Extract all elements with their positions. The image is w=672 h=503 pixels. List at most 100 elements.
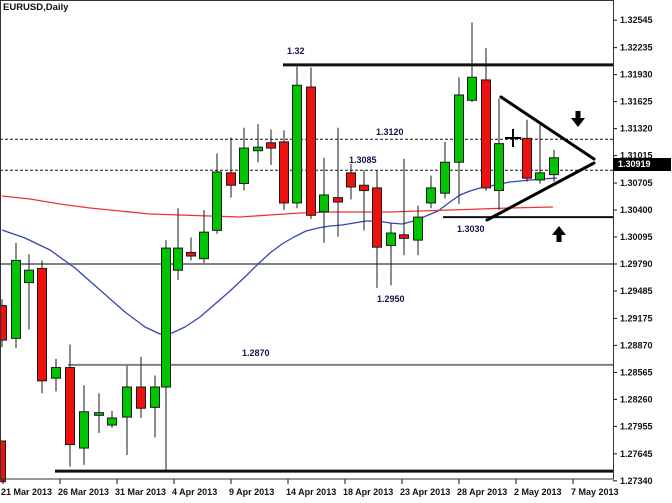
candle-body-bear: [333, 197, 343, 203]
candle-body-bull: [426, 187, 436, 204]
candle-body-bull: [253, 146, 263, 152]
cross-marker[interactable]: [505, 129, 521, 147]
candle: [359, 170, 369, 231]
date-tick-label: 26 Mar 2013: [58, 487, 109, 497]
candle: [24, 254, 34, 330]
candle-body-bear: [136, 386, 146, 409]
price-tick-label: 1.28260: [620, 394, 653, 404]
candle: [65, 344, 75, 467]
candle-body-bull: [199, 231, 209, 260]
candle-body-bear: [65, 367, 75, 446]
candle: [94, 393, 104, 434]
price-tick-label: 1.27340: [620, 476, 653, 486]
triangle-lower[interactable]: [485, 161, 596, 222]
ma-slow-red: [1, 195, 554, 218]
candle-body-bull: [454, 94, 464, 163]
candle: [292, 66, 302, 209]
candle: [306, 67, 316, 219]
candle-body-bull: [535, 172, 545, 181]
candle-body-bear: [481, 79, 491, 189]
candle-body-bull: [173, 247, 183, 271]
candle: [212, 153, 222, 234]
candle-body-bear: [0, 305, 7, 341]
price-tick-label: 1.29485: [620, 286, 653, 296]
level-label-1-3030[interactable]: 1.3030: [457, 224, 485, 234]
candle: [173, 208, 183, 280]
candle-body-bull: [319, 194, 329, 213]
candle-body-bull: [24, 269, 34, 284]
price-tick-label: 1.32235: [620, 43, 653, 53]
plot-border: [0, 0, 614, 480]
price-axis[interactable]: 1.32545 1.32235 1.31930 1.31625 1.31320 1.310…: [613, 15, 653, 486]
candle-body-bear: [266, 142, 276, 149]
candle: [253, 124, 263, 163]
date-tick-label: 18 Apr 2013: [343, 487, 393, 497]
candle: [107, 410, 117, 428]
price-tick-label: 1.31625: [620, 97, 653, 107]
price-tick-label: 1.30095: [620, 232, 653, 242]
level-label-1-2950[interactable]: 1.2950: [377, 294, 405, 304]
candle: [226, 137, 236, 198]
price-tick-label: 1.27645: [620, 449, 653, 459]
candle: [413, 205, 423, 256]
date-tick-label: 23 Apr 2013: [400, 487, 450, 497]
candle-body-bull: [94, 412, 104, 416]
current-price-box: 1.30919: [613, 158, 671, 171]
candle-body-bull: [239, 147, 249, 184]
date-tick-label: 14 Apr 2013: [286, 487, 336, 497]
candle-body-bear: [522, 137, 532, 179]
price-tick-label: 1.31930: [620, 70, 653, 80]
candle: [0, 299, 7, 348]
candle: [122, 365, 132, 456]
candle-body-bull: [212, 171, 222, 231]
candle-body-bull: [150, 386, 160, 408]
up-arrow-marker[interactable]: [571, 111, 585, 127]
price-tick-label: 1.30400: [620, 205, 653, 215]
chart-title: EURUSD,Daily: [3, 2, 69, 13]
candle-body-bear: [372, 187, 382, 248]
price-tick-label: 1.27955: [620, 421, 653, 431]
date-tick-label: 28 Apr 2013: [457, 487, 507, 497]
candle: [426, 175, 436, 209]
candle-body-bull: [292, 84, 302, 204]
date-axis[interactable]: 21 Mar 2013 26 Mar 2013 31 Mar 2013 4 Apr 2…: [1, 479, 619, 497]
level-label-1-2870[interactable]: 1.2870: [242, 348, 270, 358]
candles-layer: [0, 22, 559, 483]
candle-body-bull: [107, 417, 117, 426]
candle: [549, 149, 559, 182]
date-tick-label: 4 Apr 2013: [172, 487, 217, 497]
candle-body-bull: [494, 143, 504, 192]
candle-body-bull: [549, 157, 559, 176]
triangle-upper[interactable]: [499, 95, 596, 161]
candle-body-bull: [467, 76, 477, 101]
candle-body-bear: [346, 172, 356, 188]
candle: [239, 127, 249, 191]
candle-body-bear: [186, 251, 196, 257]
candle-body-bull: [122, 386, 132, 418]
candle: [386, 223, 396, 286]
candle-body-bull: [440, 161, 450, 194]
candle-body-bull: [51, 367, 61, 379]
candle: [186, 237, 196, 261]
price-tick-label: 1.28870: [620, 340, 653, 350]
price-tick-label: 1.29175: [620, 313, 653, 323]
candle-body-bull: [79, 411, 89, 449]
candle: [161, 240, 171, 471]
date-tick-label: 2 May 2013: [514, 487, 562, 497]
candle: [399, 158, 409, 256]
price-tick-label: 1.31320: [620, 124, 653, 134]
level-label-1-3120[interactable]: 1.3120: [376, 127, 404, 137]
candle: [333, 127, 343, 237]
level-label-1-3085[interactable]: 1.3085: [349, 155, 377, 165]
candle-body-bear: [306, 86, 316, 216]
candle: [346, 164, 356, 200]
candle-body-bear: [226, 172, 236, 186]
price-tick-label: 1.29790: [620, 259, 653, 269]
down-arrow-marker[interactable]: [552, 226, 566, 242]
candle: [481, 48, 491, 191]
date-tick-label: 7 May 2013: [571, 487, 619, 497]
candle: [279, 130, 289, 211]
level-label-1-32[interactable]: 1.32: [287, 46, 305, 56]
candle: [51, 358, 61, 392]
